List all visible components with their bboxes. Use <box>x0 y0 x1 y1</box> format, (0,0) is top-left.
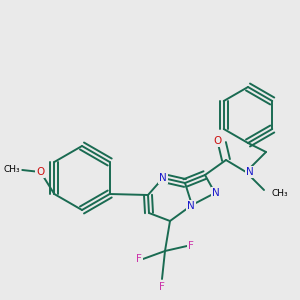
Text: F: F <box>159 282 165 292</box>
Text: O: O <box>214 136 222 146</box>
Text: N: N <box>187 201 195 211</box>
Text: N: N <box>212 188 220 198</box>
Text: CH₃: CH₃ <box>4 166 20 175</box>
Text: F: F <box>188 241 194 251</box>
Text: N: N <box>159 173 167 183</box>
Text: N: N <box>246 167 254 177</box>
Text: O: O <box>36 167 44 177</box>
Text: F: F <box>136 254 142 264</box>
Text: CH₃: CH₃ <box>272 188 289 197</box>
